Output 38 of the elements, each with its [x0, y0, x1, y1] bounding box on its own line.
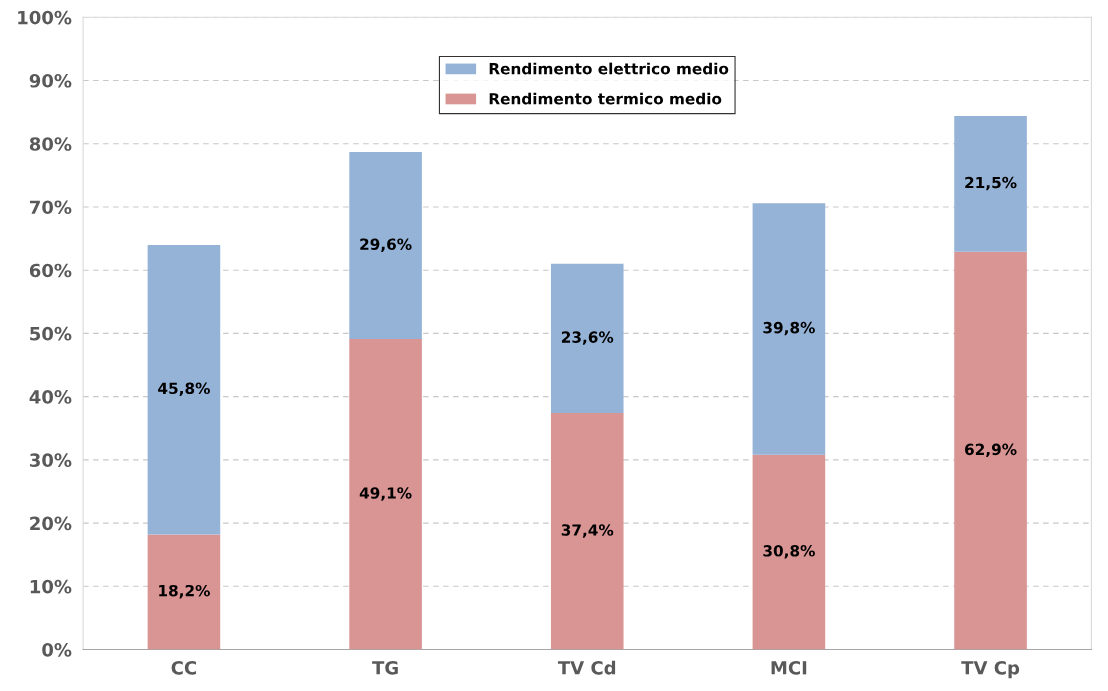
y-tick-label: 40%: [29, 390, 72, 404]
y-tick-label: 50%: [30, 326, 72, 341]
data-label: 39,8%: [763, 321, 815, 336]
bar: [954, 115, 1027, 252]
y-tick-label: 80%: [29, 137, 72, 151]
bar: [550, 263, 624, 414]
data-label: 18,2%: [159, 584, 210, 599]
x-tick-label: TG: [372, 660, 398, 675]
y-tick-label: 100%: [18, 10, 72, 25]
y-tick-label: 30%: [29, 453, 72, 467]
bar: [147, 534, 221, 650]
bar: [147, 244, 221, 535]
y-tick-label: 0%: [42, 643, 72, 657]
y-tick-label: 60%: [29, 263, 72, 278]
data-label: 30,8%: [763, 545, 815, 559]
y-tick-label: 10%: [30, 579, 72, 594]
x-tick-label: CC: [171, 660, 197, 675]
bar: [752, 454, 826, 650]
x-tick-label: TV Cp: [961, 660, 1020, 679]
data-label: 49,1%: [359, 487, 412, 501]
legend-label: Rendimento elettrico medio: [489, 62, 729, 75]
y-tick-label: 20%: [30, 516, 72, 531]
y-tick-label: 90%: [29, 73, 72, 88]
data-label: 37,4%: [561, 524, 614, 538]
bar: [550, 413, 624, 650]
bar: [349, 151, 422, 340]
x-tick-label: MCI: [771, 660, 807, 675]
x-tick-label: TV Cd: [557, 660, 616, 675]
y-tick-label: 70%: [29, 200, 72, 215]
data-label: 21,5%: [965, 176, 1017, 191]
data-label: 29,6%: [360, 238, 412, 252]
data-label: 45,8%: [158, 382, 210, 397]
bar: [954, 251, 1027, 650]
legend-label: Rendimento termico medio: [489, 92, 722, 105]
bar: [349, 339, 422, 650]
data-label: 23,6%: [561, 331, 614, 345]
bar: [752, 203, 826, 455]
data-label: 62,9%: [965, 443, 1017, 458]
